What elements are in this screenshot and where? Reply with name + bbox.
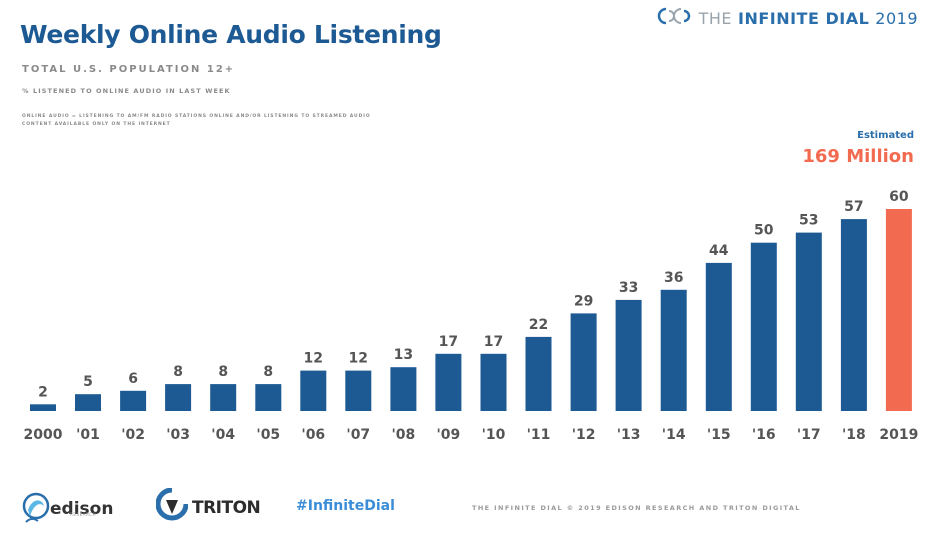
bar-5: [255, 384, 282, 411]
x-tick-label-18: '18: [842, 427, 866, 443]
x-tick-label-9: '09: [437, 427, 461, 443]
bar-13: [615, 299, 642, 411]
x-tick-label-16: '16: [752, 427, 776, 443]
data-label-10: 17: [484, 334, 503, 350]
bar-8: [390, 367, 417, 411]
data-label-5: 8: [263, 364, 273, 380]
bar-15: [705, 262, 732, 411]
infinite-dial-logo-icon: [657, 6, 693, 30]
data-label-15: 44: [709, 243, 729, 259]
bar-14: [660, 289, 687, 411]
x-tick-label-19: 2019: [879, 427, 918, 443]
estimated-value: 169 Million: [802, 146, 914, 167]
triton-logo: TRITON: [155, 487, 261, 528]
x-tick-label-7: '07: [346, 427, 370, 443]
x-tick-label-14: '14: [662, 427, 686, 443]
x-tick-label-15: '15: [707, 427, 731, 443]
chart-subtitle: TOTAL U.S. POPULATION 12+: [22, 64, 236, 75]
bar-4: [210, 384, 237, 411]
x-tick-label-10: '10: [482, 427, 506, 443]
bar-17: [795, 232, 822, 411]
estimated-label: Estimated: [857, 130, 914, 141]
bar-1: [75, 394, 101, 411]
bar-2: [120, 390, 147, 411]
data-label-3: 8: [173, 364, 183, 380]
bar-0: [30, 404, 56, 411]
copyright-notice: THE INFINITE DIAL © 2019 EDISON RESEARCH…: [472, 504, 801, 512]
data-label-7: 12: [349, 351, 368, 367]
bar-16: [750, 242, 777, 411]
x-tick-label-17: '17: [797, 427, 821, 443]
x-tick-label-3: '03: [166, 427, 190, 443]
data-label-2: 6: [128, 371, 138, 387]
bar-9: [435, 353, 462, 411]
data-label-11: 22: [529, 317, 548, 333]
data-label-8: 13: [394, 347, 413, 363]
bar-6: [300, 370, 327, 411]
x-tick-label-5: '05: [256, 427, 280, 443]
brand-the: THE: [698, 8, 732, 28]
data-label-1: 5: [83, 374, 93, 390]
bar-7: [345, 370, 372, 411]
data-label-19: 60: [889, 189, 909, 205]
x-tick-label-11: '11: [527, 427, 551, 443]
data-label-0: 2: [38, 384, 48, 400]
data-label-12: 29: [574, 293, 593, 309]
data-label-18: 57: [844, 199, 863, 215]
x-tick-label-4: '04: [211, 427, 235, 443]
x-tick-label-13: '13: [617, 427, 641, 443]
edison-subtext: RESEARCH: [70, 512, 97, 517]
x-tick-label-0: 2000: [24, 427, 63, 443]
edison-swirl-icon: [20, 488, 54, 530]
infinite-dial-brand: THE INFINITE DIAL 2019: [657, 6, 918, 30]
brand-name: INFINITE DIAL: [737, 8, 870, 28]
bar-19: [885, 209, 912, 411]
edison-wordmark: edison: [50, 499, 114, 519]
page-title: Weekly Online Audio Listening: [20, 20, 442, 49]
data-label-4: 8: [218, 364, 228, 380]
x-tick-label-12: '12: [572, 427, 596, 443]
x-tick-label-1: '01: [76, 427, 100, 443]
data-label-6: 12: [304, 351, 323, 367]
x-tick-label-6: '06: [301, 427, 325, 443]
bar-10: [480, 353, 507, 411]
x-tick-label-2: '02: [121, 427, 145, 443]
bar-11: [525, 336, 552, 411]
bar-18: [840, 219, 867, 411]
edison-logo: edison RESEARCH: [20, 488, 113, 530]
data-label-17: 53: [799, 213, 818, 229]
bar-3: [165, 384, 192, 411]
triton-shield-icon: [155, 487, 189, 528]
brand-year: 2019: [875, 8, 918, 28]
triton-wordmark: TRITON: [192, 498, 261, 518]
data-label-9: 17: [439, 334, 458, 350]
bar-12: [570, 313, 597, 411]
chart-subhead: % LISTENED TO ONLINE AUDIO IN LAST WEEK: [22, 87, 231, 95]
data-label-16: 50: [754, 223, 774, 239]
definition-note: ONLINE AUDIO = LISTENING TO AM/FM RADIO …: [22, 114, 371, 127]
x-tick-label-8: '08: [392, 427, 416, 443]
data-label-14: 36: [664, 270, 683, 286]
data-label-13: 33: [619, 280, 638, 296]
hashtag-link[interactable]: #InfiniteDial: [296, 498, 395, 514]
